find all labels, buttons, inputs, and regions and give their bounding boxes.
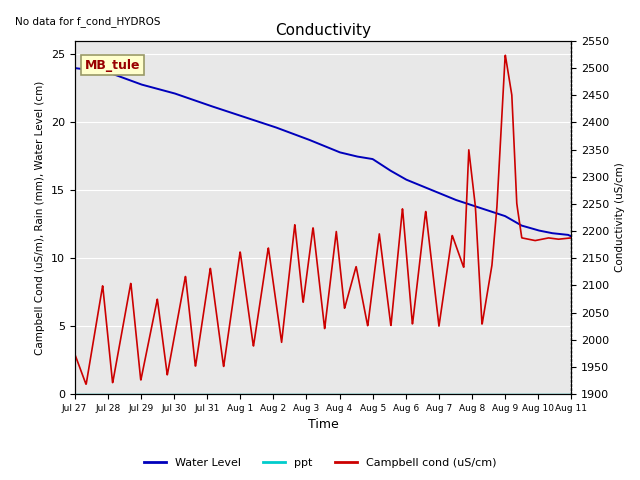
Y-axis label: Campbell Cond (uS/m), Rain (mm), Water Level (cm): Campbell Cond (uS/m), Rain (mm), Water L… [35,80,45,355]
Title: Conductivity: Conductivity [275,24,371,38]
Legend: Water Level, ppt, Campbell cond (uS/cm): Water Level, ppt, Campbell cond (uS/cm) [140,453,500,472]
X-axis label: Time: Time [308,419,339,432]
Text: No data for f_cond_HYDROS: No data for f_cond_HYDROS [15,16,161,27]
Text: MB_tule: MB_tule [84,59,140,72]
Y-axis label: Conductivity (uS/cm): Conductivity (uS/cm) [615,163,625,272]
